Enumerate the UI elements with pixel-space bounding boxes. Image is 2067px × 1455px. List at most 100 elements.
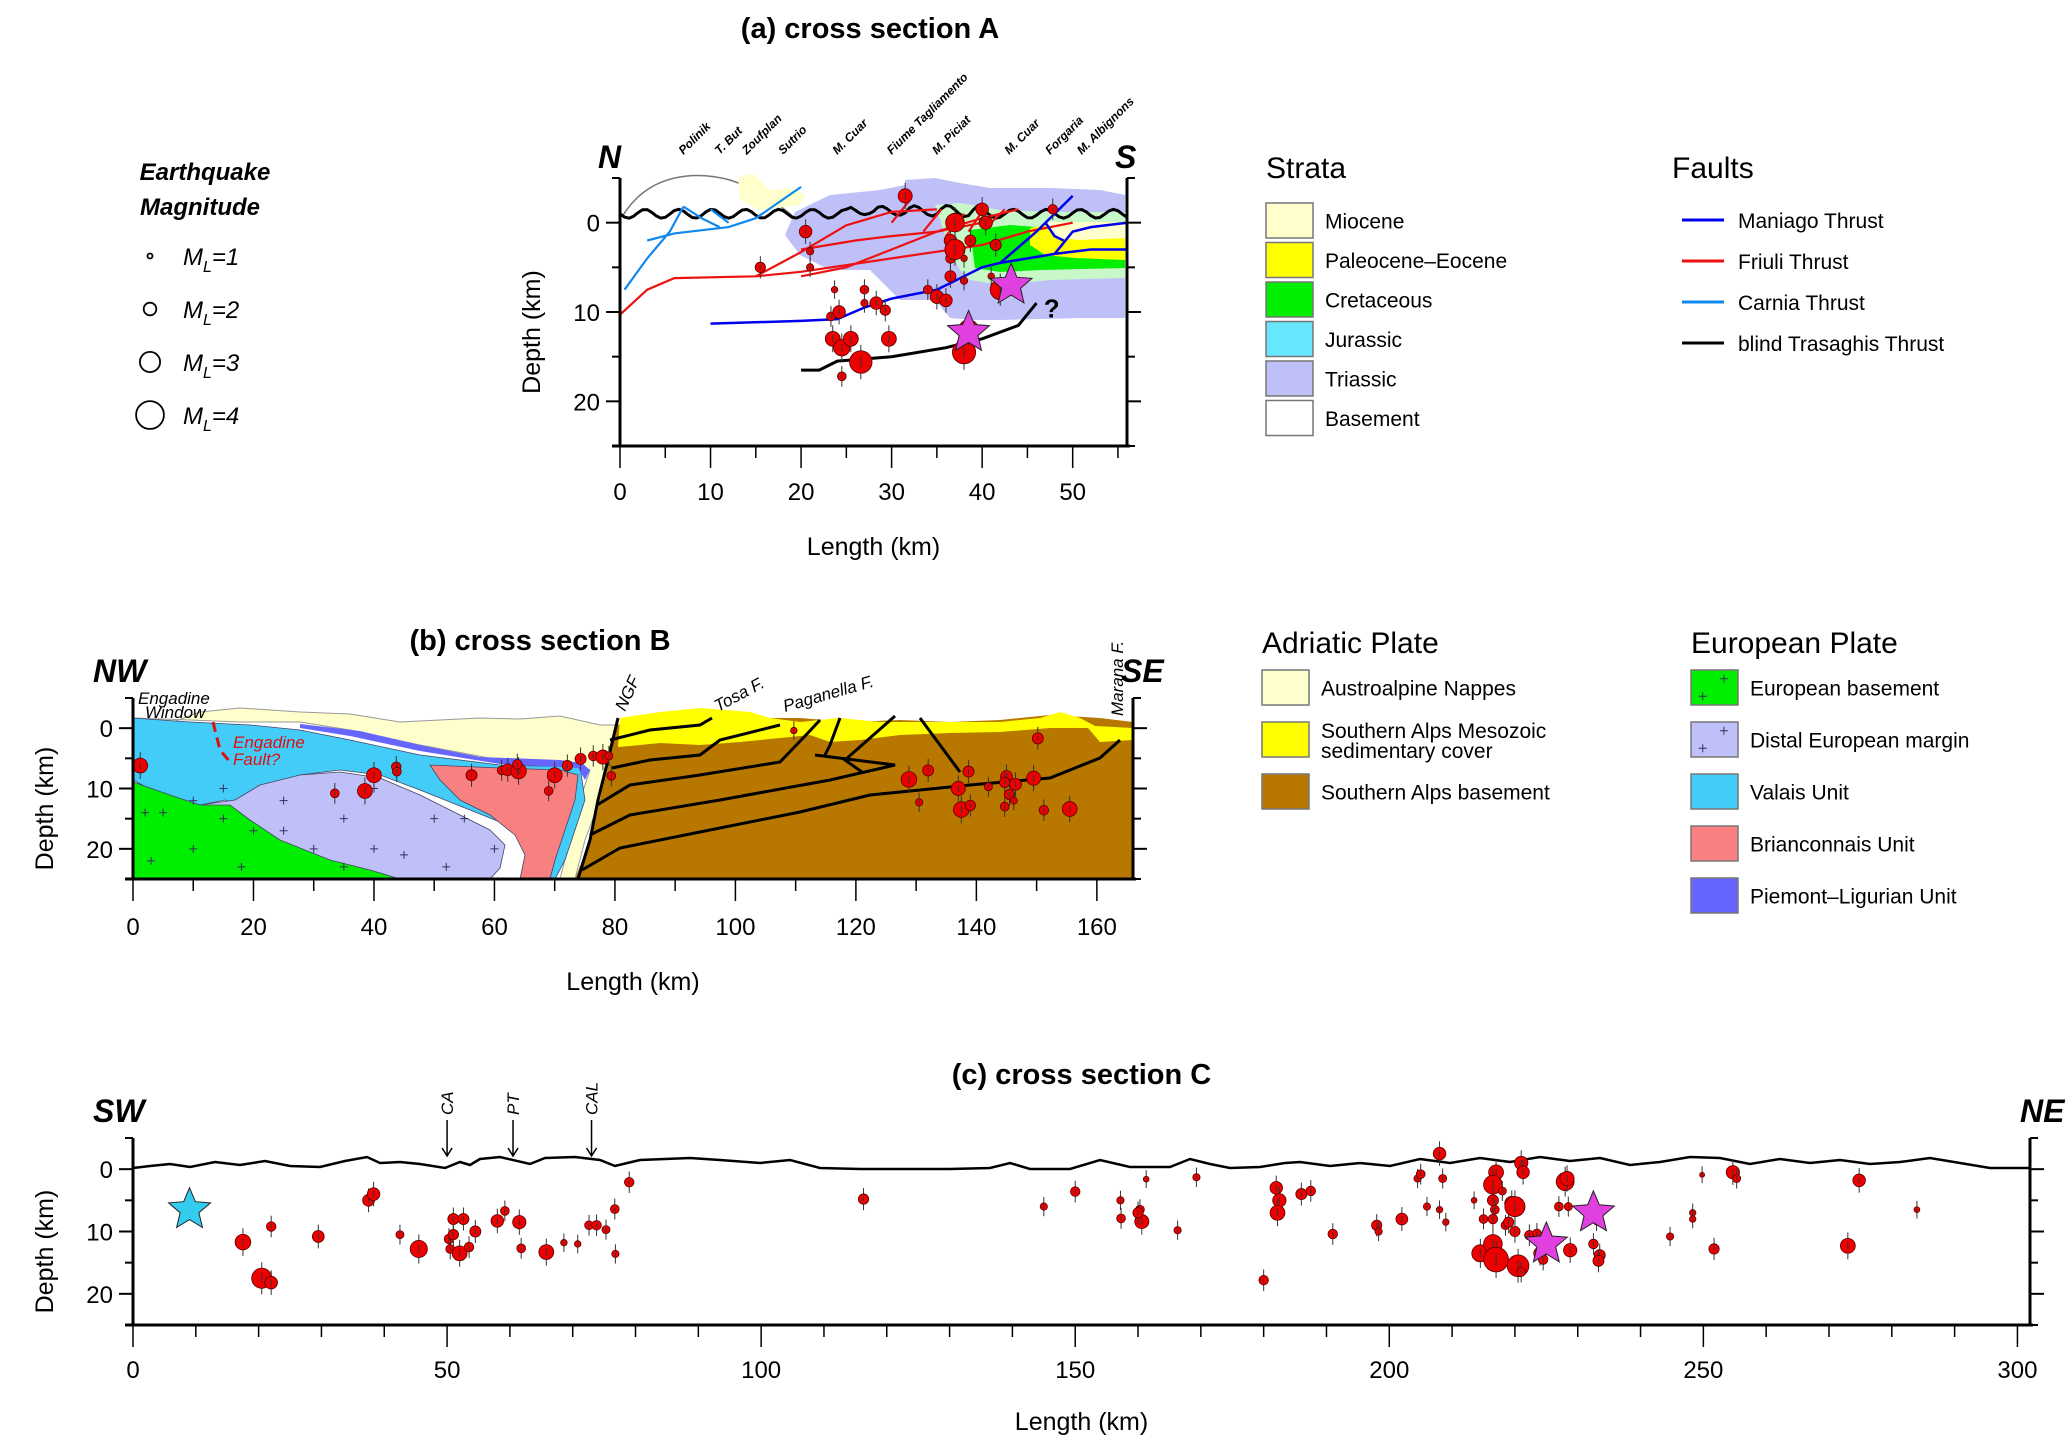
european-legend-title: European Plate (1691, 627, 1898, 660)
basement-cross-mark (339, 862, 348, 871)
adriatic-legend-swatch (1261, 721, 1310, 758)
strata-legend-swatch (1265, 202, 1314, 239)
basement-cross-mark (309, 844, 318, 853)
magnitude-legend-label: ML=1 (183, 244, 239, 276)
magnitude-legend-symbol (135, 400, 165, 430)
x-tick-label: 0 (126, 914, 139, 941)
basement-cross-mark (189, 844, 198, 853)
engadine-fault-label: Fault? (233, 750, 281, 769)
basement-cross-mark (460, 814, 469, 823)
uncertainty-annotation: ? (1044, 293, 1060, 323)
strata-legend-label: Jurassic (1325, 329, 1402, 352)
topography-line (619, 203, 1128, 220)
site-label: M. Piciat (929, 112, 974, 157)
panel-c-topography (132, 1155, 2030, 1171)
adriatic-legend-title: Adriatic Plate (1262, 627, 1439, 660)
panel-b-geology (132, 707, 1133, 880)
panel-b-faults (576, 714, 1122, 880)
faults-legend-label: blind Trasaghis Thrust (1738, 333, 1944, 356)
x-tick-label: 80 (602, 914, 629, 941)
adriatic-legend-label: Austroalpine Nappes (1321, 678, 1516, 701)
basement-cross-mark (219, 814, 228, 823)
y-tick-label: 0 (100, 716, 113, 743)
direction-label-right: NE (2020, 1093, 2066, 1129)
cross-mark (1698, 692, 1707, 701)
legends: Earthquake Magnitude ML=1 ML=2 ML=3 ML=4 Strat… (135, 152, 1969, 914)
faults-legend-label: Friuli Thrust (1738, 251, 1849, 274)
magnitude-legend-label: ML=3 (183, 350, 240, 382)
magnitude-legend-symbol (146, 252, 154, 260)
site-marker-label: CA (438, 1091, 457, 1115)
y-axis-label: Depth (km) (31, 1190, 59, 1314)
european-legend-label: European basement (1750, 678, 1939, 701)
x-axis-label: Length (km) (1015, 1408, 1148, 1436)
y-tick-label: 10 (86, 1220, 113, 1247)
basement-cross-mark (237, 862, 246, 871)
basement-cross-mark (159, 808, 168, 817)
direction-label-left: N (598, 139, 622, 175)
x-tick-label: 160 (1077, 914, 1117, 941)
basement-cross-mark (141, 808, 150, 817)
basement-cross-mark (339, 814, 348, 823)
x-tick-label: 40 (361, 914, 388, 941)
carnia-thrust (709, 208, 730, 224)
x-tick-label: 40 (969, 479, 996, 506)
basement-cross-mark (430, 814, 439, 823)
direction-label-left: NW (93, 653, 149, 689)
ngf-label: NGF (611, 672, 644, 714)
x-tick-label: 100 (741, 1357, 781, 1384)
site-label: Sutrio (775, 123, 809, 157)
strata-legend-label: Paleocene–Eocene (1325, 250, 1507, 273)
site-label: Fiume Tagliamento (884, 70, 971, 157)
magnitude-legend-symbol (138, 350, 161, 373)
magnitude-legend-label: ML=2 (183, 297, 239, 329)
basement-cross-mark (369, 844, 378, 853)
european-legend-swatch (1690, 669, 1739, 706)
engadine-fault-label: Engadine (233, 733, 305, 752)
direction-label-left: SW (93, 1093, 147, 1129)
european-legend-swatch (1690, 773, 1739, 810)
blind-trasaghis-thrust (801, 302, 1038, 372)
x-tick-label: 50 (1059, 479, 1086, 506)
strata-legend-label: Basement (1325, 408, 1420, 431)
marana-fault-label: Marana F. (1108, 641, 1127, 716)
y-tick-label: 0 (587, 211, 600, 238)
maniago-thrust (1053, 221, 1128, 255)
tosa-fault-label: Tosa F. (711, 673, 767, 715)
mainshock-star (946, 309, 991, 352)
strata-legend-swatch (1265, 281, 1314, 318)
y-tick-label: 0 (100, 1157, 113, 1184)
faults-legend-label: Maniago Thrust (1738, 210, 1884, 233)
x-tick-label: 300 (1997, 1357, 2037, 1384)
faults-legend-label: Carnia Thrust (1738, 292, 1865, 315)
basement-cross-mark (249, 826, 258, 835)
x-tick-label: 0 (126, 1357, 139, 1384)
x-tick-label: 50 (434, 1357, 461, 1384)
strata-legend-swatch (1265, 360, 1314, 397)
european-legend-label: Piemont–Ligurian Unit (1750, 886, 1957, 909)
x-tick-label: 120 (836, 914, 876, 941)
southern-alps-mesozoic-cover (618, 708, 1133, 747)
basement-cross-mark (400, 850, 409, 859)
site-arrow (585, 1120, 598, 1158)
site-marker-label: CAL (583, 1082, 602, 1115)
european-legend-label: Brianconnais Unit (1750, 834, 1915, 857)
basement-cross-mark (279, 796, 288, 805)
x-tick-label: 20 (788, 479, 815, 506)
x-tick-label: 200 (1369, 1357, 1409, 1384)
strata-legend-label: Cretaceous (1325, 290, 1432, 313)
southern-alps-basement (575, 715, 1133, 879)
basement-cross-mark (442, 862, 451, 871)
y-tick-label: 10 (86, 777, 113, 804)
engadine-fault-line (211, 721, 232, 763)
site-label: M. Cuar (830, 115, 872, 157)
adriatic-legend-label: sedimentary cover (1321, 740, 1493, 763)
carnia-thrust (623, 206, 685, 291)
chart-title: (c) cross section C (952, 1059, 1212, 1091)
x-tick-label: 60 (481, 914, 508, 941)
adriatic-legend-label: Southern Alps basement (1321, 782, 1550, 805)
mainshock-star (1571, 1189, 1616, 1232)
